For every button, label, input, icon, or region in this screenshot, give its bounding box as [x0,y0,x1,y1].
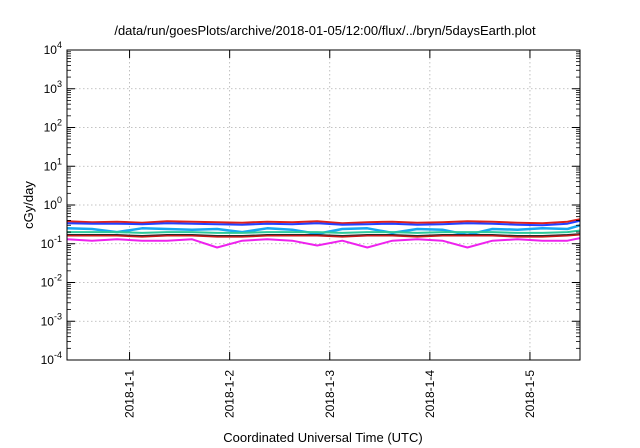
y-tick-label: 101 [44,156,62,173]
y-tick-labels: 10-4 10-3 10-2 10-1 100 101 102 103 104 [41,40,62,367]
y-tick-label: 100 [44,195,62,212]
axis-ticks [67,49,580,361]
x-tick-label: 2018-1-4 [423,370,437,418]
x-tick-label: 2018-1-1 [123,370,137,418]
grid-lines [67,50,580,360]
y-tick-label: 10-2 [41,273,62,290]
x-tick-label: 2018-1-3 [323,370,337,418]
series-line [67,233,581,237]
x-tick-label: 2018-1-2 [223,370,237,418]
series-line [66,224,581,237]
series-line [66,218,581,225]
series-line [67,234,581,238]
series-line [67,229,581,234]
x-tick-labels: 2018-1-1 2018-1-2 2018-1-3 2018-1-4 2018-1-5 [123,370,537,418]
data-series [66,218,581,249]
chart-title: /data/run/goesPlots/archive/2018-01-05/1… [114,23,536,38]
series-line [66,219,581,227]
x-tick-label: 2018-1-5 [523,370,537,418]
x-axis-label: Coordinated Universal Time (UTC) [223,430,422,445]
y-tick-label: 104 [44,40,62,57]
y-tick-label: 10-1 [41,234,62,251]
y-tick-label: 103 [44,79,62,96]
y-axis-label: cGy/day [21,181,36,229]
y-tick-label: 10-4 [41,350,62,367]
y-tick-label: 102 [44,118,62,135]
series-line [66,237,581,249]
y-tick-label: 10-3 [41,311,62,328]
